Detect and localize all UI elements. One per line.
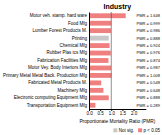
data-label: PMR = 0.548 [137,80,161,85]
y-tick: Rubber Plas tcs Mfg [46,50,87,55]
x-tick-label: 2.0 [131,111,138,116]
data-label: PMR = 0.888 [137,36,161,41]
data-label: PMR = 0.999 [137,21,161,26]
y-axis-line [89,13,90,110]
bar [89,43,110,48]
data-labels: PMR = 1.648 PMR = 0.999 PMR = 0.986 PMR = 0… [137,13,161,108]
x-tick: 0.0 [86,109,93,116]
x-axis-line [90,109,147,110]
y-tick-label: Motor veh. stamp. hard ware [30,13,88,18]
bar [89,66,111,71]
y-tick-label: Chemical Mfg [59,43,87,48]
y-tick-label: Transportation Equipment Mfg [27,103,88,108]
y-tick-label: Machinery Mfg [57,88,87,93]
x-tick: 1.0 [109,109,116,116]
y-tick: Fabricated Metal Products M. [28,80,87,85]
y-tick-label: Rubber Plas tcs Mfg [46,50,87,55]
y-tick-label: Motor Vey. Body Interiors Mfg [28,65,87,70]
bar [89,80,101,85]
y-tick-label: Fabricated Metal Products M. [28,80,87,85]
y-tick: Motor Vey. Body Interiors Mfg [28,65,87,70]
y-tick: Electronic computing Equipment Mfg [14,95,88,100]
legend-swatch [138,128,142,132]
data-label: PMR = 0.987 [137,65,161,70]
bar [89,88,103,93]
legend-swatch [113,128,117,132]
legend-label: p < 0.05 [144,128,161,133]
bar [89,21,111,26]
y-tick-label: Electronic computing Equipment Mfg [14,95,88,100]
x-tick: 0.5 [98,109,105,116]
y-tick: Primary Metal Metal Back. Production Mfg [3,73,88,78]
x-tick-label: 1.5 [120,111,127,116]
y-tick-label: Printing [72,36,88,41]
data-label: PMR = 0.874 [137,58,161,63]
title: Industry [104,3,132,11]
plot-area [89,12,126,109]
reference-line [111,12,112,109]
bar [89,95,109,100]
data-label: PMR = 0.648 [137,88,161,93]
legend-label: Not sig. [119,128,134,133]
x-tick-label: 0.5 [98,111,105,116]
x-tick: 1.5 [120,109,127,116]
bar [89,13,126,18]
y-tick-label: Fabrication Facilities Mfg [37,58,87,63]
y-tick: Machinery Mfg [57,88,87,93]
data-label: PMR = 0.976 [137,50,161,55]
y-tick: Lumber Forest Products M. [32,28,87,33]
data-label: PMR = 0.924 [137,43,161,48]
y-tick-label: Primary Metal Metal Back. Production Mfg [3,73,88,78]
data-label: PMR = 0.888 [137,95,161,100]
y-tick: Printing [72,36,88,41]
x-tick-label: 1.0 [109,111,116,116]
data-label: PMR = 0.986 [137,28,161,33]
y-tick: Fabrication Facilities Mfg [37,58,87,63]
x-tick: 2.0 [131,109,138,116]
bar [89,73,111,78]
y-tick: Motor veh. stamp. hard ware [30,13,88,18]
x-axis: 0.0 0.5 1.0 1.5 2.0 [86,109,146,116]
data-label: PMR = 0.289 [137,103,161,108]
chart: 0.0 0.5 1.0 1.5 2.0 Motor veh. stamp. hard wa… [0,0,162,135]
y-tick: Chemical Mfg [59,43,87,48]
data-label: PMR = 1.008 [137,73,161,78]
bar [89,58,108,63]
bar [89,51,111,56]
y-tick: Transportation Equipment Mfg [27,103,88,108]
y-axis: Motor veh. stamp. hard ware Food Mfg Lumbe… [3,13,90,110]
legend: Not sig. p < 0.05 [113,128,160,133]
y-tick: Food Mfg [68,21,88,26]
x-axis-title: Proportionate Mortality Ratio (PMR) [79,119,155,124]
x-tick-label: 0.0 [86,111,93,116]
y-tick-label: Food Mfg [68,21,88,26]
y-tick-label: Lumber Forest Products M. [32,28,87,33]
bar [89,28,111,33]
bar [89,36,109,41]
data-label: PMR = 1.648 [137,13,161,18]
